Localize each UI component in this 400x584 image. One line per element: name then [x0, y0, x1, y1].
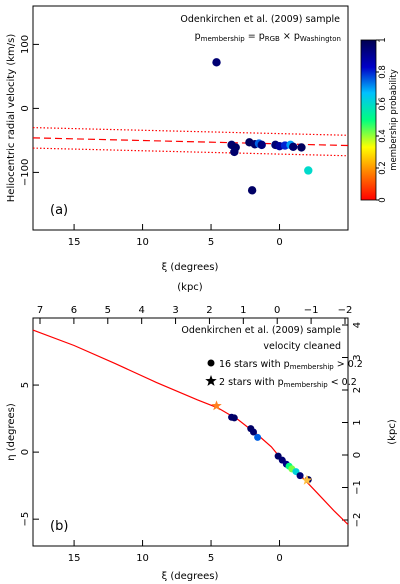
- colorbar: [360, 39, 377, 201]
- panel-b-x-tick-label: 10: [136, 553, 149, 564]
- model-track-center: [32, 137, 349, 147]
- panel-b-point: [296, 472, 304, 480]
- panel-b-top-tick-label: 1: [240, 305, 246, 316]
- panel-b-x-tick-label: 0: [276, 553, 282, 564]
- model-track-lower: [32, 147, 349, 157]
- panel-a-annotation-2: pmembership = pRGB × pWashington: [195, 31, 341, 43]
- panel-b-top-ticks: 7 6 5 4 3 2 1 0 −1 −2: [37, 305, 353, 324]
- panel-b-right-ticks: 4 3 2 1 0 −1 −2: [342, 322, 363, 528]
- panel-a-point: [257, 140, 266, 150]
- panel-b-right-tick-label: 2: [352, 387, 363, 393]
- legend-star-marker: [205, 375, 217, 386]
- panel-b-x-tick-label: 5: [208, 553, 214, 564]
- panel-b-xlabel: ξ (degrees): [162, 571, 219, 582]
- panel-a-point: [304, 166, 313, 175]
- panel-a-y-tick-label: 100: [20, 35, 31, 54]
- panel-b-y-tick-label: 0: [20, 449, 31, 455]
- panel-b-right-tick-label: 0: [352, 452, 363, 458]
- model-track-upper: [32, 127, 349, 136]
- panel-b-points: [211, 400, 313, 485]
- panel-a-y-ticks: 100 0 −100: [20, 35, 39, 186]
- panel-a-point: [297, 143, 306, 152]
- panel-a-x-ticks: 15 10 5 0: [68, 224, 283, 248]
- panel-b-y-ticks: 5 0 −5: [20, 382, 39, 527]
- panel-b-track: [32, 329, 349, 525]
- panel-b-star: [301, 474, 313, 485]
- panel-b-right-label: (kpc): [387, 419, 398, 445]
- panel-b-star: [211, 400, 222, 411]
- legend-entry-circle: 16 stars with pmembership > 0.2: [219, 359, 363, 371]
- panel-a-ylabel: Heliocentric radial velocity (km/s): [6, 34, 17, 203]
- panel-a-y-tick-label: −100: [20, 159, 31, 186]
- stream-track-line: [32, 329, 349, 525]
- panel-a-x-tick-label: 10: [136, 237, 149, 248]
- panel-a-x-tick-label: 5: [208, 237, 214, 248]
- panel-b-right-tick-label: −1: [352, 480, 363, 495]
- panel-b-top-tick-label: −1: [304, 305, 319, 316]
- panel-b-top-tick-label: 2: [206, 305, 212, 316]
- panel-a-point: [289, 142, 298, 151]
- panel-a-xlabel: ξ (degrees): [162, 262, 219, 273]
- panel-a-point: [247, 186, 257, 195]
- colorbar-ticks: 0 0.2 0.4 0.6 0.8 1: [376, 37, 388, 203]
- panel-a-model-track: [32, 127, 349, 157]
- panel-a-y-tick-label: 0: [20, 105, 31, 111]
- panel-a-point: [212, 58, 221, 67]
- colorbar-tick-label: 0.6: [378, 97, 388, 111]
- panel-a-point: [230, 147, 239, 157]
- panel-b-top-tick-label: 0: [274, 305, 280, 316]
- panel-b-frame: [32, 317, 349, 547]
- panel-a-label: (a): [50, 203, 68, 218]
- panel-b-top-label: (kpc): [177, 282, 203, 293]
- legend-entry-star: 2 stars with pmembership < 0.2: [219, 377, 357, 389]
- panel-b-top-tick-label: −2: [338, 305, 353, 316]
- panel-b-point: [254, 433, 262, 441]
- legend-circle-marker: [207, 359, 215, 367]
- panel-b-top-tick-label: 3: [172, 305, 178, 316]
- panel-b-annotation-1: Odenkirchen et al. (2009) sample: [181, 325, 341, 336]
- panel-a-frame: [32, 5, 349, 231]
- panel-b-y-tick-label: 5: [20, 382, 31, 388]
- panel-b-y-tick-label: −5: [20, 512, 31, 527]
- colorbar-label: membership probability: [389, 69, 399, 171]
- colorbar-tick-label: 0: [378, 197, 388, 202]
- panel-b-top-tick-label: 5: [105, 305, 111, 316]
- panel-a-x-tick-label: 15: [68, 237, 81, 248]
- legend: 16 stars with pmembership > 0.2 2 stars …: [205, 359, 363, 389]
- panel-b-top-tick-label: 6: [71, 305, 77, 316]
- colorbar-tick-label: 0.2: [378, 161, 388, 175]
- panel-b-point: [250, 428, 257, 436]
- panel-b-ylabel: η (degrees): [6, 403, 17, 461]
- panel-a-annotation-1: Odenkirchen et al. (2009) sample: [180, 14, 340, 25]
- panel-b-top-tick-label: 4: [138, 305, 144, 316]
- colorbar-tick-label: 0.4: [378, 129, 388, 143]
- panel-b-x-ticks: 15 10 5 0: [68, 540, 283, 564]
- panel-a-points: [212, 58, 313, 195]
- panel-b-right-tick-label: 1: [352, 419, 363, 425]
- colorbar-tick-label: 1: [378, 37, 388, 42]
- panel-b-x-tick-label: 15: [68, 553, 81, 564]
- panel-b-label: (b): [50, 519, 68, 534]
- panel-b-top-tick-label: 7: [37, 305, 43, 316]
- colorbar-tick-label: 0.8: [378, 65, 388, 79]
- panel-b-annotation-2: velocity cleaned: [263, 341, 341, 352]
- panel-b-right-tick-label: −2: [352, 513, 363, 528]
- panel-b-point: [230, 414, 238, 422]
- panel-b-right-tick-label: 3: [352, 354, 363, 360]
- panel-b-right-tick-label: 4: [352, 322, 363, 328]
- panel-a-x-tick-label: 0: [276, 237, 282, 248]
